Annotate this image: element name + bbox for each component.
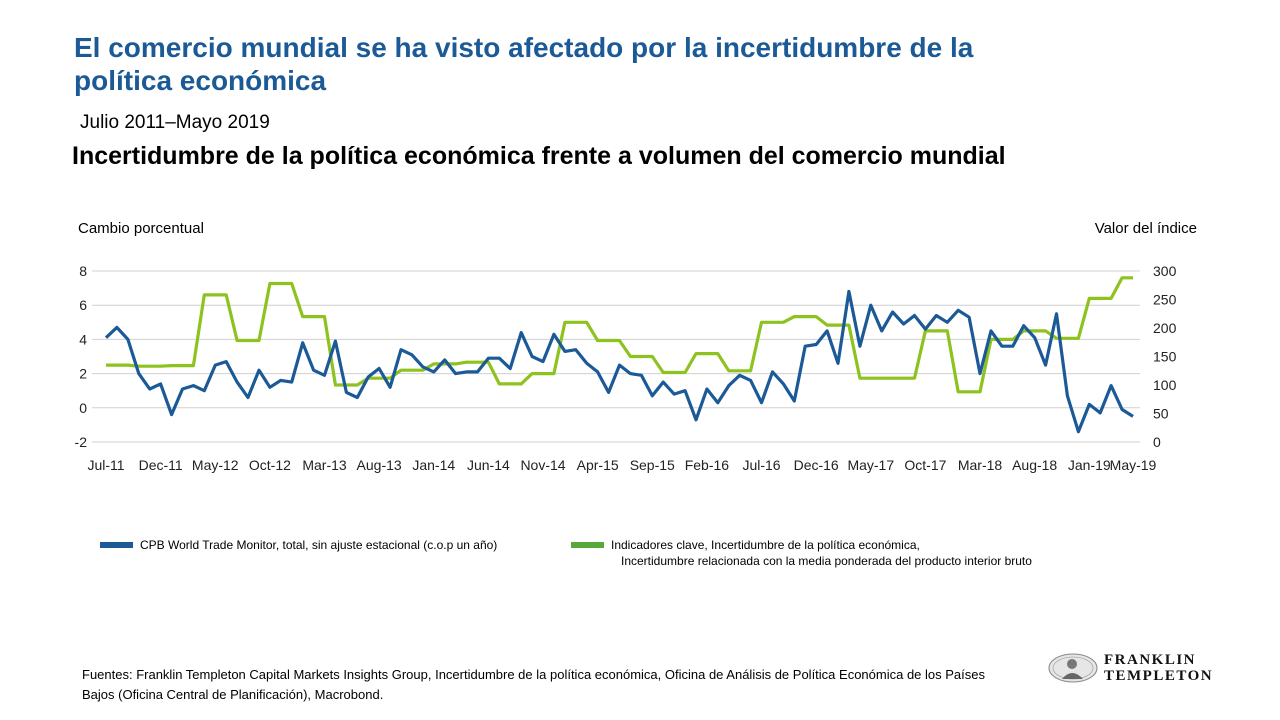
chart-title: Incertidumbre de la política económica f… [72, 142, 1006, 170]
franklin-templeton-logo: FRANKLIN TEMPLETON [1048, 652, 1248, 686]
x-tick-label: Sep-15 [630, 457, 675, 473]
legend-label-uncertainty-line1: Indicadores clave, Incertidumbre de la p… [611, 538, 920, 552]
y2-tick-label: 0 [1153, 434, 1161, 450]
y-tick-label: 8 [79, 263, 87, 279]
x-tick-label: Jan-19 [1068, 457, 1111, 473]
x-tick-label: Jul-16 [742, 457, 780, 473]
x-tick-label: Mar-18 [958, 457, 1003, 473]
legend-label-uncertainty-line2: Incertidumbre relacionada con la media p… [621, 554, 1032, 568]
legend-label-trade: CPB World Trade Monitor, total, sin ajus… [140, 538, 498, 552]
x-tick-label: Apr-15 [577, 457, 619, 473]
legend-swatch-uncertainty [571, 542, 604, 548]
x-tick-label: Jun-14 [467, 457, 510, 473]
y2-tick-label: 250 [1153, 292, 1177, 308]
source-note: Fuentes: Franklin Templeton Capital Mark… [82, 667, 985, 702]
x-tick-label: Dec-16 [794, 457, 839, 473]
logo-text-templeton: TEMPLETON [1104, 668, 1214, 684]
y-tick-label: 0 [79, 400, 87, 416]
y2-tick-label: 200 [1153, 320, 1177, 336]
x-tick-label: May-19 [1110, 457, 1157, 473]
y2-tick-label: 300 [1153, 263, 1177, 279]
series-line-trade [104, 289, 1134, 434]
x-tick-label: Nov-14 [520, 457, 565, 473]
y-tick-label: -2 [75, 434, 88, 450]
x-tick-label: Aug-13 [357, 457, 402, 473]
x-tick-label: Mar-13 [302, 457, 347, 473]
y-tick-label: 2 [79, 366, 87, 382]
x-tick-label: Oct-12 [249, 457, 291, 473]
x-tick-label: Dec-11 [139, 457, 183, 473]
y2-tick-label: 100 [1153, 377, 1177, 393]
logo-text-franklin: FRANKLIN [1104, 652, 1197, 668]
right-axis-title: Valor del índice [1094, 220, 1197, 237]
series-lines [104, 276, 1134, 434]
x-tick-label: Jan-14 [412, 457, 455, 473]
y2-tick-label: 50 [1153, 406, 1169, 422]
left-axis-title: Cambio porcentual [78, 220, 204, 237]
x-tick-label: May-17 [847, 457, 894, 473]
x-axis-ticks: Jul-11 Dec-11 May-12 Oct-12 Mar-13 Aug-13 Jan-… [87, 457, 1156, 473]
y-tick-label: 6 [79, 297, 87, 313]
legend-label-uncertainty: Indicadores clave, Incertidumbre de la p… [611, 537, 1032, 569]
logo-wordmark: FRANKLIN TEMPLETON [1104, 652, 1213, 684]
x-tick-label: Jul-11 [87, 457, 124, 473]
benjamin-franklin-seal-icon [1048, 653, 1098, 683]
legend-swatch-trade [100, 542, 133, 548]
left-axis-ticks: 8 6 4 2 0 -2 [75, 263, 88, 450]
x-tick-label: Oct-17 [904, 457, 946, 473]
x-tick-label: Aug-18 [1012, 457, 1057, 473]
page-title: El comercio mundial se ha visto afectado… [74, 32, 974, 96]
series-line-uncertainty [106, 276, 1133, 394]
y2-tick-label: 150 [1153, 349, 1177, 365]
x-tick-label: May-12 [192, 457, 239, 473]
right-axis-ticks: 300 250 200 150 100 50 0 [1153, 263, 1177, 450]
x-tick-label: Feb-16 [685, 457, 730, 473]
date-range: Julio 2011–Mayo 2019 [80, 112, 270, 133]
y-tick-label: 4 [79, 331, 87, 347]
